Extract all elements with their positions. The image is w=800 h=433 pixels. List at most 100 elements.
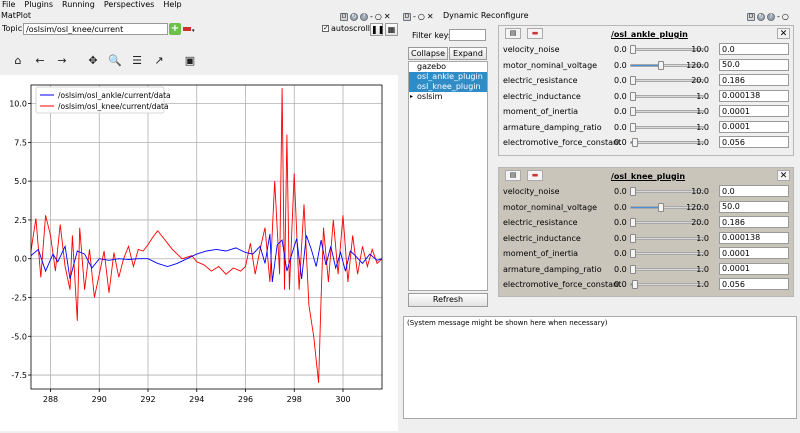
tree-item-gazebo[interactable]: gazebo xyxy=(417,62,447,71)
reconfigure-d-button[interactable]: D xyxy=(403,12,411,21)
param-slider-handle[interactable] xyxy=(658,202,665,212)
param-slider-handle[interactable] xyxy=(630,45,636,54)
add-topic-button[interactable]: + xyxy=(169,23,181,35)
param-slider-handle[interactable] xyxy=(630,187,636,196)
param-value-input[interactable] xyxy=(719,74,789,86)
home-icon[interactable]: ⌂ xyxy=(14,54,22,67)
param-slider[interactable] xyxy=(630,233,704,243)
configure-subplots-icon[interactable]: ☰ xyxy=(132,54,142,67)
expand-arrow-icon[interactable]: ▸ xyxy=(410,93,414,100)
matplot-help-icon[interactable]: ? xyxy=(360,12,368,21)
param-slider[interactable] xyxy=(630,138,704,147)
pause-button[interactable]: ❚❚ xyxy=(370,23,385,36)
reconfigure-help-icon[interactable]: ? xyxy=(767,12,775,21)
param-slider[interactable] xyxy=(630,76,704,85)
refresh-button[interactable]: Refresh xyxy=(408,293,488,307)
back-icon[interactable]: ← xyxy=(35,54,45,67)
ankle-series-line xyxy=(30,233,383,283)
param-value-input[interactable] xyxy=(719,247,789,259)
tree-item-oslsim[interactable]: ▸ oslsim xyxy=(409,92,487,102)
edit-axis-icon[interactable]: ↗ xyxy=(154,54,164,67)
param-min: 0.0 xyxy=(614,76,627,85)
param-slider[interactable] xyxy=(630,187,704,196)
param-slider-handle[interactable] xyxy=(630,233,636,243)
matplot-minus-icon[interactable]: - xyxy=(370,12,373,21)
param-slider[interactable] xyxy=(630,107,704,116)
autoscroll-label: autoscroll xyxy=(331,24,371,33)
menu-file[interactable]: File xyxy=(2,0,16,9)
expand-all-button[interactable]: Expand all xyxy=(449,47,487,69)
param-value-input[interactable] xyxy=(719,58,789,71)
menu-help[interactable]: Help xyxy=(163,0,182,9)
param-value-input[interactable] xyxy=(719,185,789,197)
param-slider[interactable] xyxy=(630,280,704,289)
param-value-input[interactable] xyxy=(719,105,789,117)
param-value-input[interactable] xyxy=(719,216,789,228)
param-slider[interactable] xyxy=(630,122,704,132)
param-slider[interactable] xyxy=(630,91,704,101)
param-slider-handle[interactable] xyxy=(630,264,636,274)
param-slider[interactable] xyxy=(630,45,704,54)
param-min: 0.0 xyxy=(614,202,627,212)
close-panel-icon[interactable]: ✕ xyxy=(777,170,790,181)
param-value-input[interactable] xyxy=(719,278,789,290)
param-value-input[interactable] xyxy=(719,89,789,102)
param-value-input[interactable] xyxy=(719,120,789,133)
menu-running[interactable]: Running xyxy=(62,0,95,9)
param-slider-handle[interactable] xyxy=(658,60,665,70)
tree-item-oslsim-label: oslsim xyxy=(417,92,443,101)
plot-area[interactable]: 288 290 292 294 296 298 300 -7.5 -5.0 -2.5 0.0 2.5 5… xyxy=(0,75,398,431)
param-slider-handle[interactable] xyxy=(630,249,636,258)
forward-icon[interactable]: → xyxy=(57,54,67,67)
matplot-close-icon[interactable]: ✕ xyxy=(383,12,391,21)
close-panel-icon[interactable]: ✕ xyxy=(777,28,790,39)
param-value-input[interactable] xyxy=(719,231,789,244)
matplot-reload-icon[interactable]: ↻ xyxy=(350,12,358,21)
param-slider-handle[interactable] xyxy=(630,218,636,227)
param-slider-handle[interactable] xyxy=(630,107,636,116)
param-row: electric_inductance 0.0 1.0 xyxy=(499,89,793,105)
param-value-input[interactable] xyxy=(719,200,789,213)
tree-item-osl-ankle-plugin[interactable]: osl_ankle_plugin xyxy=(409,72,487,82)
param-slider-handle[interactable] xyxy=(630,76,636,85)
reconfigure-close-icon[interactable]: ✕ xyxy=(426,12,434,21)
param-label: electric_resistance xyxy=(503,218,578,227)
menu-plugins[interactable]: Plugins xyxy=(24,0,54,9)
reconfigure-minus2-icon[interactable]: - xyxy=(777,12,780,21)
clear-button[interactable]: ▦ xyxy=(385,23,398,36)
param-slider-handle[interactable] xyxy=(630,122,636,132)
reconfigure-float-icon[interactable]: ○ xyxy=(417,12,425,21)
param-slider[interactable] xyxy=(630,249,704,258)
matplot-d-button[interactable]: D xyxy=(340,12,348,21)
menu-perspectives[interactable]: Perspectives xyxy=(103,0,155,9)
pan-icon[interactable]: ✥ xyxy=(88,54,98,67)
filter-key-input[interactable] xyxy=(449,29,486,41)
param-slider-handle[interactable] xyxy=(632,280,639,289)
tree-item-osl-knee-plugin[interactable]: osl_knee_plugin xyxy=(409,82,487,92)
collapse-all-button[interactable]: Collapse all xyxy=(408,47,448,69)
param-slider[interactable] xyxy=(630,202,704,212)
param-value-input[interactable] xyxy=(719,262,789,275)
save-figure-icon[interactable]: ▣ xyxy=(184,54,196,67)
save-params-icon[interactable]: ▬ xyxy=(527,28,543,39)
remove-topic-button[interactable]: ▾ xyxy=(183,23,196,35)
reconfigure-minus-icon[interactable]: - xyxy=(413,12,416,21)
autoscroll-checkbox[interactable]: ✓ xyxy=(322,24,329,32)
reconfigure-d2-button[interactable]: D xyxy=(747,12,755,21)
zoom-icon[interactable]: 🔍 xyxy=(108,54,122,67)
reconfigure-reload-icon[interactable]: ↻ xyxy=(757,12,765,21)
load-params-icon[interactable]: ▤ xyxy=(505,170,521,181)
param-slider-handle[interactable] xyxy=(632,138,639,147)
param-slider-handle[interactable] xyxy=(630,91,636,101)
param-slider[interactable] xyxy=(630,60,704,70)
param-value-input[interactable] xyxy=(719,43,789,55)
param-label: electromotive_force_constant xyxy=(503,280,622,289)
reconfigure-float2-icon[interactable]: ○ xyxy=(781,12,789,21)
param-slider[interactable] xyxy=(630,218,704,227)
load-params-icon[interactable]: ▤ xyxy=(505,28,521,39)
param-slider[interactable] xyxy=(630,264,704,274)
topic-input[interactable] xyxy=(23,23,168,35)
param-value-input[interactable] xyxy=(719,136,789,148)
save-params-icon[interactable]: ▬ xyxy=(527,170,543,181)
matplot-float-icon[interactable]: ○ xyxy=(374,12,382,21)
